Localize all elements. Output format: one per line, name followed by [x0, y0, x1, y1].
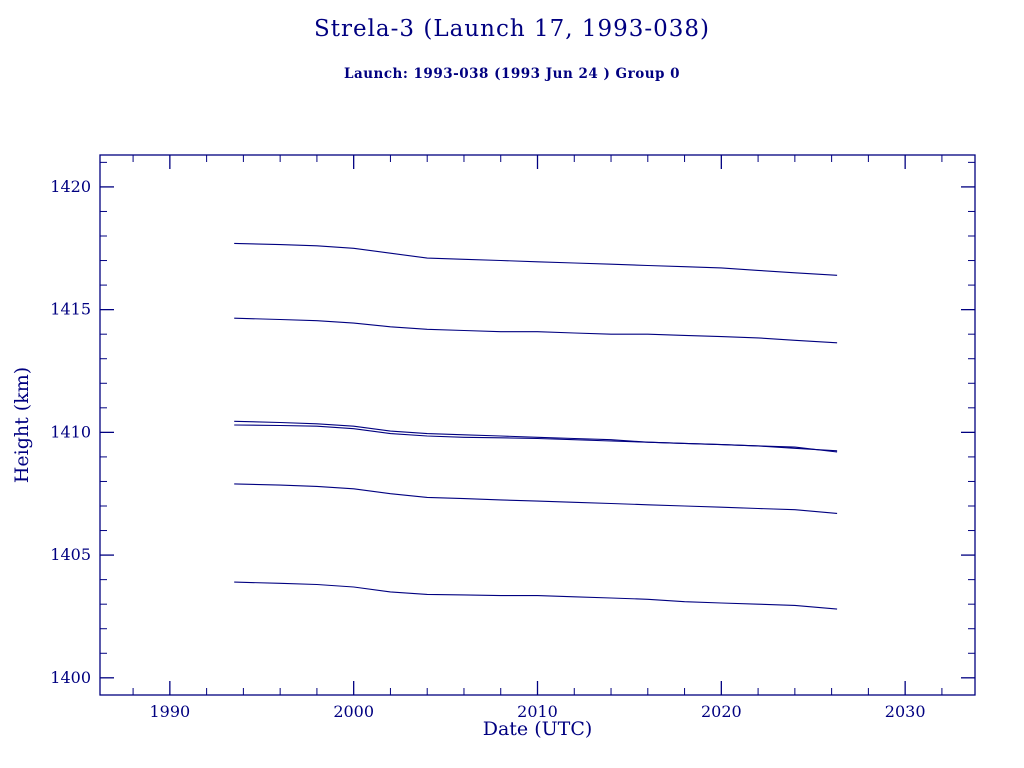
series-line-object-3 — [234, 420, 838, 452]
x-tick-label: 2030 — [885, 702, 926, 721]
series-line-object-4 — [234, 424, 838, 453]
series-line-object-2 — [234, 317, 838, 344]
y-tick-label: 1400 — [50, 668, 91, 687]
series-line-object-1 — [234, 242, 838, 276]
y-tick-label: 1410 — [50, 422, 91, 441]
chart-title: Strela-3 (Launch 17, 1993-038) — [313, 16, 711, 42]
x-tick-label: 2020 — [701, 702, 742, 721]
x-axis-label: Date (UTC) — [482, 718, 593, 740]
chart-subtitle: Launch: 1993-038 (1993 Jun 24 ) Group 0 — [343, 66, 681, 82]
plot-frame — [99, 154, 976, 696]
x-tick-label: 1990 — [149, 702, 190, 721]
y-tick-label: 1415 — [50, 300, 91, 319]
x-tick-label: 2010 — [517, 702, 558, 721]
series-line-object-5 — [234, 483, 838, 514]
series-line-object-6 — [234, 581, 838, 610]
y-tick-label: 1420 — [50, 177, 91, 196]
y-tick-label: 1405 — [50, 545, 91, 564]
x-tick-label: 2000 — [333, 702, 374, 721]
y-axis-label: Height (km) — [11, 366, 33, 484]
